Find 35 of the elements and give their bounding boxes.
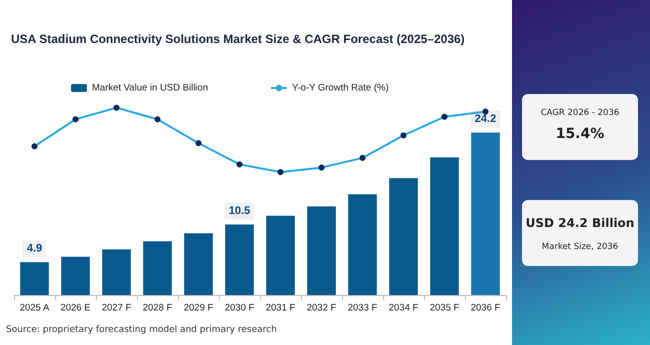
bar [266, 216, 295, 295]
text: USD 24.2 Billion [524, 216, 636, 230]
bar [61, 256, 90, 295]
x-tick-label: 2034 F [388, 302, 418, 314]
bar [20, 262, 49, 295]
bar [102, 249, 131, 295]
bar [348, 194, 377, 295]
x-tick-label: 2026 E [60, 302, 91, 314]
legend-label: Y-o-Y Growth Rate (%) [292, 82, 389, 94]
data-label: 24.2 [474, 113, 496, 125]
x-tick-label: 2025 A [20, 302, 50, 314]
x-tick-label: 2032 F [306, 302, 336, 314]
legend-label: Market Value in USD Billion [92, 82, 208, 94]
bar [389, 178, 418, 295]
data-label: 10.5 [228, 204, 250, 217]
bar [307, 206, 336, 295]
x-tick-label: 2028 F [142, 302, 172, 314]
text: 15.4% [554, 126, 606, 142]
x-tick-label: 2033 F [348, 302, 378, 314]
x-tick-label: 2031 F [266, 302, 296, 314]
x-tick-label: 2029 F [184, 302, 214, 314]
x-tick-label: 2035 F [430, 302, 460, 314]
bar [143, 241, 172, 295]
x-tick-label: 2027 F [102, 302, 132, 314]
bar [225, 224, 254, 295]
source-note: Source: proprietary forecasting model and primary research [6, 325, 277, 335]
text: CAGR 2026 - 2036 [540, 108, 620, 118]
text: Market Size, 2036 [540, 242, 620, 252]
x-tick-label: 2030 F [224, 302, 254, 314]
data-label: 4.9 [26, 242, 42, 255]
x-tick-label: 2036 F [470, 302, 500, 314]
bar [471, 132, 500, 295]
chart-title: USA Stadium Connectivity Solutions Market Size & CAGR Forecast (2025–2036) [11, 32, 465, 46]
bar [184, 233, 213, 295]
bar [430, 157, 459, 295]
